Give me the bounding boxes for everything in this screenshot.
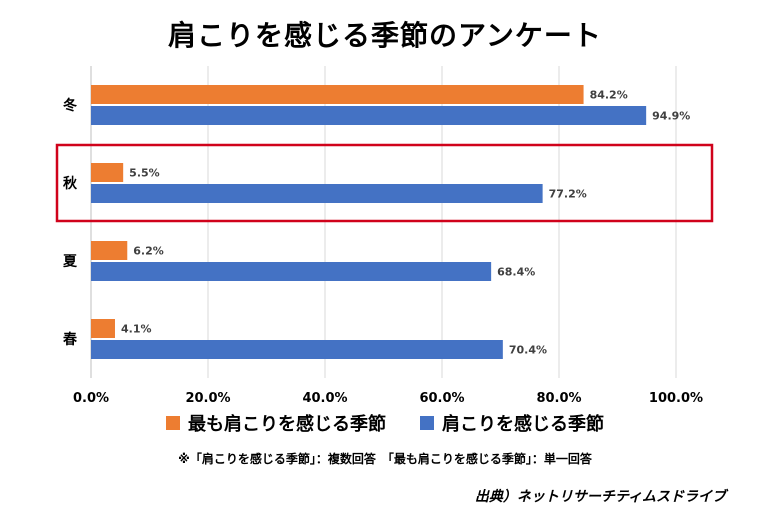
category-label: 春 xyxy=(62,331,78,348)
bar-feel xyxy=(91,262,492,281)
data-label: 6.2% xyxy=(133,245,164,258)
legend-swatch-orange xyxy=(166,416,180,430)
x-tick-label: 40.0% xyxy=(302,391,347,406)
x-tick-label: 20.0% xyxy=(185,391,230,406)
legend-swatch-blue xyxy=(420,416,434,430)
bar-feel xyxy=(91,340,503,359)
x-tick-label: 80.0% xyxy=(536,391,581,406)
category-label: 夏 xyxy=(63,253,78,270)
data-label: 5.5% xyxy=(129,167,160,180)
data-label: 77.2% xyxy=(549,188,587,201)
bar-most xyxy=(91,319,115,338)
bar-feel xyxy=(91,106,647,125)
legend-item-feel: 肩こりを感じる季節 xyxy=(420,410,604,436)
x-tick-label: 100.0% xyxy=(649,391,703,406)
chart-title: 肩こりを感じる季節のアンケート xyxy=(168,19,602,52)
data-label: 84.2% xyxy=(590,89,628,102)
bar-most xyxy=(91,85,584,104)
bar-feel xyxy=(91,184,543,203)
legend-label-most: 最も肩こりを感じる季節 xyxy=(188,414,386,435)
footnote: ※「肩こりを感じる季節」：複数回答 「最も肩こりを感じる季節」：単一回答 xyxy=(178,452,592,466)
x-tick-label: 60.0% xyxy=(419,391,464,406)
legend: 最も肩こりを感じる季節 肩こりを感じる季節 xyxy=(0,410,770,436)
legend-item-most: 最も肩こりを感じる季節 xyxy=(166,410,386,436)
bar-most xyxy=(91,241,128,260)
source-credit: 出典）ネットリサーチティムスドライブ xyxy=(474,489,726,505)
data-label: 68.4% xyxy=(497,266,535,279)
legend-label-feel: 肩こりを感じる季節 xyxy=(442,414,604,435)
x-tick-label: 0.0% xyxy=(73,391,109,406)
category-label: 秋 xyxy=(63,175,78,192)
category-label: 冬 xyxy=(63,97,77,114)
highlight-box xyxy=(55,143,714,223)
bar-most xyxy=(91,163,124,182)
data-label: 4.1% xyxy=(121,323,152,336)
data-label: 94.9% xyxy=(652,110,690,123)
data-label: 70.4% xyxy=(509,344,547,357)
